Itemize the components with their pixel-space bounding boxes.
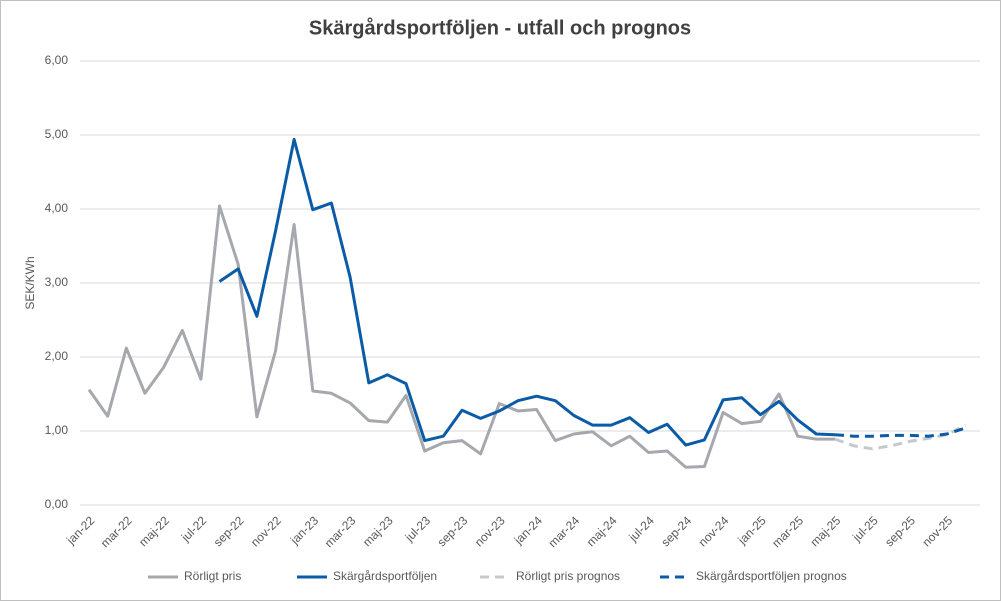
legend-label: Rörligt pris prognos: [516, 569, 620, 583]
y-tick-label: 5,00: [45, 127, 69, 141]
y-axis-label: SEK/KWh: [23, 256, 37, 309]
y-tick-label: 6,00: [45, 53, 69, 67]
series-line: [834, 426, 966, 438]
legend-label: Skärgårdsportföljen: [333, 569, 437, 583]
legend-label: Skärgårdsportföljen prognos: [696, 569, 847, 583]
y-tick-label: 0,00: [45, 497, 69, 511]
legend-label: Rörligt pris: [184, 569, 241, 583]
series-line: [87, 204, 835, 469]
y-tick-label: 3,00: [45, 275, 69, 289]
series-line: [218, 137, 836, 447]
y-tick-label: 2,00: [45, 349, 69, 363]
y-tick-label: 1,00: [45, 423, 69, 437]
chart-title: Skärgårdsportföljen - utfall och prognos: [309, 16, 691, 39]
y-tick-label: 4,00: [45, 201, 69, 215]
